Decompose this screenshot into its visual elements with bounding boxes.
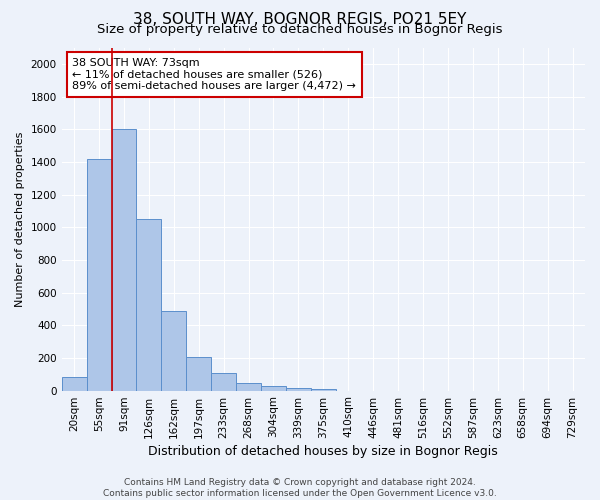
Bar	[86, 158, 112, 390]
Bar	[261, 386, 286, 390]
Bar	[161, 310, 186, 390]
Bar	[286, 388, 311, 390]
Text: 38 SOUTH WAY: 73sqm
← 11% of detached houses are smaller (526)
89% of semi-detac: 38 SOUTH WAY: 73sqm ← 11% of detached ho…	[72, 58, 356, 91]
Bar	[136, 219, 161, 390]
Text: 38, SOUTH WAY, BOGNOR REGIS, PO21 5EY: 38, SOUTH WAY, BOGNOR REGIS, PO21 5EY	[133, 12, 467, 28]
Bar	[236, 383, 261, 390]
Bar	[311, 389, 336, 390]
Y-axis label: Number of detached properties: Number of detached properties	[15, 132, 25, 306]
Text: Contains HM Land Registry data © Crown copyright and database right 2024.
Contai: Contains HM Land Registry data © Crown c…	[103, 478, 497, 498]
Bar	[112, 129, 136, 390]
Bar	[62, 376, 86, 390]
Bar	[211, 374, 236, 390]
X-axis label: Distribution of detached houses by size in Bognor Regis: Distribution of detached houses by size …	[148, 444, 498, 458]
Bar	[186, 357, 211, 390]
Text: Size of property relative to detached houses in Bognor Regis: Size of property relative to detached ho…	[97, 22, 503, 36]
